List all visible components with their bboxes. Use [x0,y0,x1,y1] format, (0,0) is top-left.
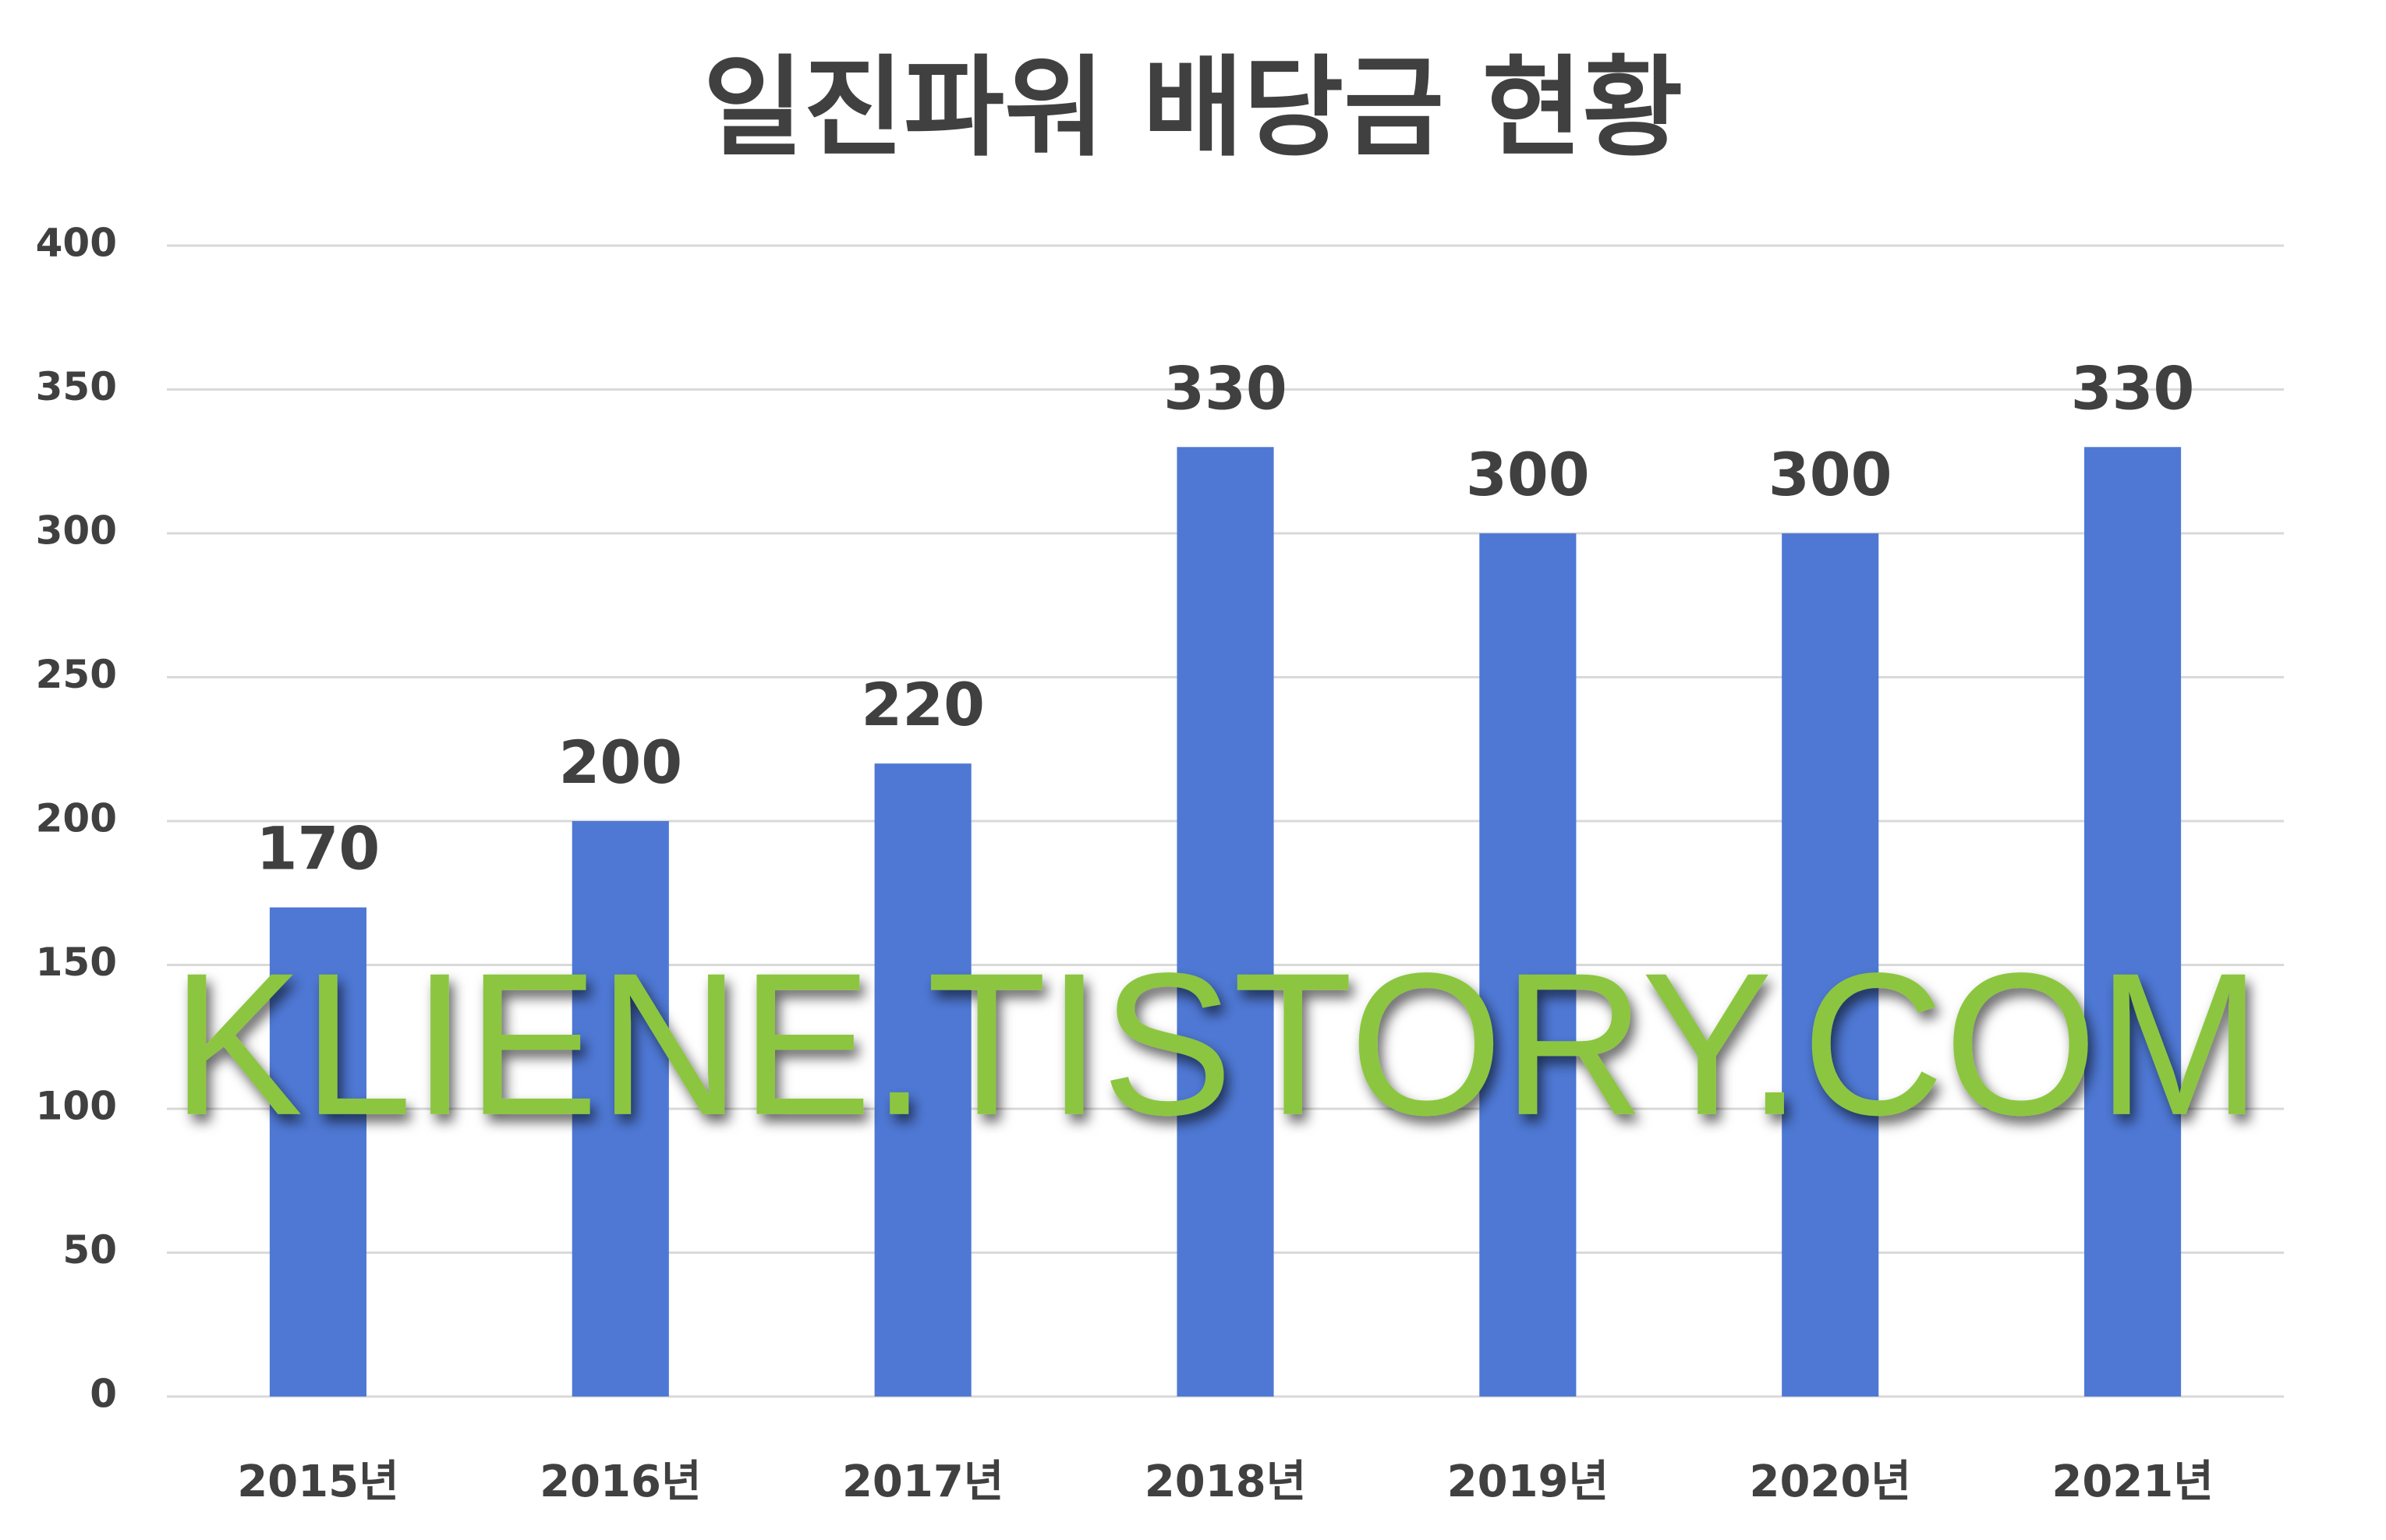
y-tick-label: 100 [36,1084,117,1129]
y-tick-label: 250 [36,652,117,697]
bar [1782,533,1879,1397]
chart-title: 일진파워 배당금 현황 [703,45,1683,172]
y-tick-label: 50 [62,1227,117,1273]
x-tick-label: 2020년 [1750,1457,1911,1507]
value-label: 330 [1163,353,1287,423]
y-tick-label: 0 [90,1372,117,1417]
value-label: 220 [861,670,985,739]
x-tick-label: 2017년 [842,1457,1004,1507]
y-tick-label: 200 [36,796,117,841]
x-tick-label: 2021년 [2051,1457,2213,1507]
bar [2084,447,2182,1397]
value-label: 170 [257,814,381,883]
bar [874,763,972,1397]
value-label: 330 [2071,353,2195,423]
y-tick-label: 150 [36,940,117,985]
bar [572,821,669,1397]
value-label: 300 [1768,440,1892,509]
y-tick-label: 400 [36,221,117,266]
x-tick-label: 2015년 [237,1457,398,1507]
x-tick-label: 2019년 [1447,1457,1609,1507]
bar [1479,533,1577,1397]
watermark: KLIENE.TISTORY.COM [172,932,2261,1158]
x-tick-label: 2016년 [540,1457,701,1507]
value-label: 300 [1466,440,1590,509]
value-label: 200 [558,728,682,797]
bar [1177,447,1274,1397]
y-tick-label: 300 [36,508,117,554]
bar [269,907,366,1397]
x-tick-label: 2018년 [1145,1457,1306,1507]
y-tick-label: 350 [36,364,117,409]
